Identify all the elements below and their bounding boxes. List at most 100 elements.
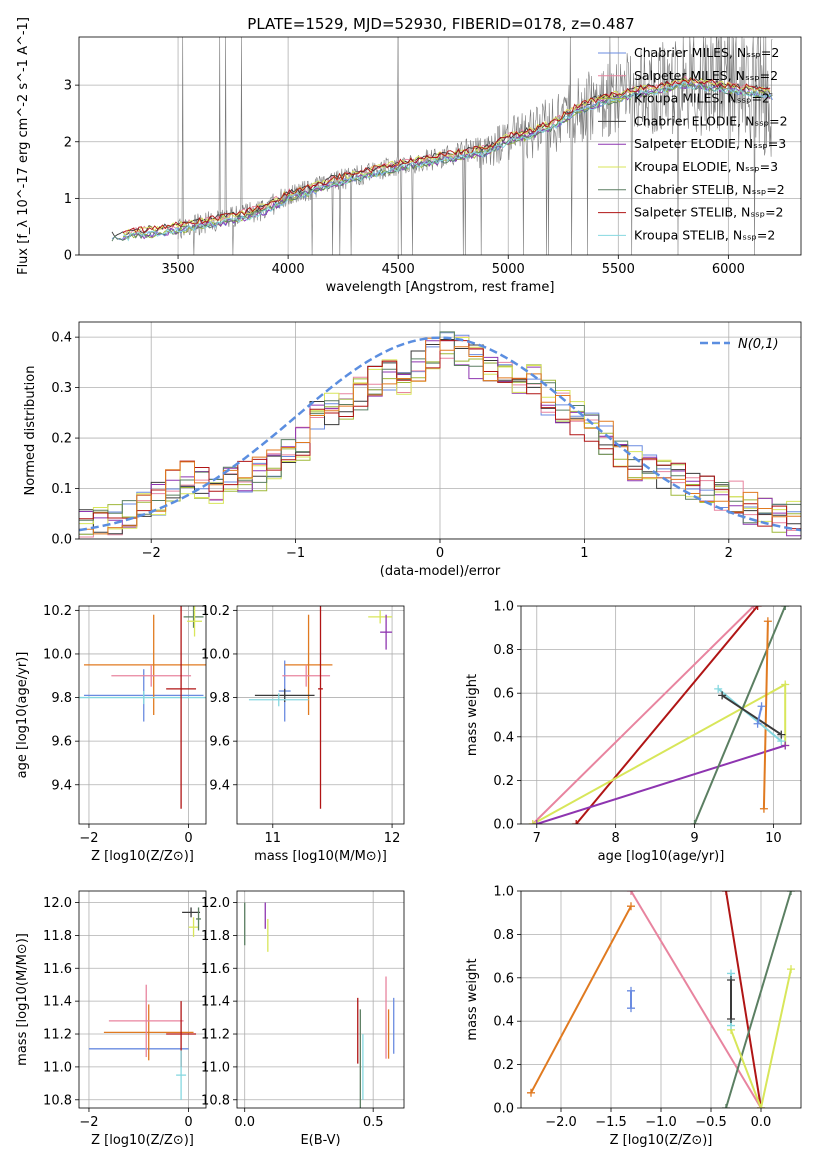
tick-label-x: 5500 [602,262,635,277]
errorbar-point [182,907,201,918]
marker-plus [759,804,768,813]
legend-label: Kroupa STELIB, Nₛₛₚ=2 [634,227,775,242]
tick-label-x: 3500 [162,262,195,277]
tick-label-x: 1 [580,546,588,561]
errorbar-point [79,691,206,705]
x-axis-label: Z [log10(Z/Z⊙)] [610,1133,713,1148]
tick-label-y: 9.4 [209,778,230,793]
legend-label: Salpeter MILES, Nₛₛₚ=2 [634,68,778,83]
weight-line-salpeter_elodie [536,744,786,824]
tick-label-y: 0.4 [51,331,72,346]
axes-frame [236,890,405,1109]
errorbar-point [111,664,192,687]
legend-label: Salpeter ELODIE, Nₛₛₚ=3 [634,136,786,151]
marker-plus [627,902,635,911]
tick-label-y: 0.0 [493,1102,514,1117]
legend-label: Kroupa ELODIE, Nₛₛₚ=3 [634,159,778,174]
tick-label-y: 0.6 [493,687,514,702]
tick-label-y: 0.6 [493,971,514,986]
weight-line-orange_fit [762,621,769,809]
marker-plus [627,1004,635,1013]
marker-plus [787,891,795,895]
panel-mass_vs_ebv: 0.0 0.5 10.8 11.0 11.2 11.4 11.6 11.8 12.0 E(B-V) [201,890,405,1148]
tick-label-x: 0 [436,546,444,561]
legend: Chabrier MILES, Nₛₛₚ=2 Salpeter MILES, Nₛ… [598,45,788,242]
tick-label-y: 10.0 [43,647,72,662]
tick-label-y: 0.3 [51,381,72,396]
tick-label-x: −0.5 [695,1115,727,1130]
panel-weight_vs_Z: −2.0 −1.5 −1.0 −0.5 0.0 0.0 0.2 0.4 0.6 0.8 1.0 Z [… [465,885,802,1148]
marker-plus [777,730,786,739]
y-axis-label: mass [log10(M/M⊙)] [15,933,30,1066]
tick-label-y: 11.0 [43,1060,72,1075]
axes-frame [236,605,405,825]
y-axis-label: Normed distribution [23,366,38,496]
tick-label-y: 0.2 [51,432,72,447]
tick-label-y: 11.4 [43,995,72,1010]
marker-plus [627,986,635,995]
axes-frame [78,605,207,825]
weight-line-salpeter_miles [630,891,762,1108]
tick-label-y: 3 [64,79,72,94]
errorbar-point [196,907,202,931]
plot-area [521,606,801,824]
tick-label-y: 1 [64,192,72,207]
tick-label-y: 10.2 [43,604,72,619]
tick-label-x: −2 [79,831,98,846]
errorbar-point [83,614,206,715]
legend-label: Kroupa MILES, Nₛₛₚ=2 [634,91,770,106]
tick-label-x: 7 [533,831,541,846]
model-spectrum-salpeter_elodie [122,81,771,241]
plot-area [79,37,801,255]
marker-plus [527,1088,535,1097]
tick-label-x: 6000 [712,262,745,277]
tick-label-y: 12.0 [201,896,230,911]
tick-label-y: 11.6 [43,962,72,977]
marker-plus [627,891,635,895]
marker-plus [753,719,762,728]
y-axis-label: age [log10(age/yr)] [15,652,30,779]
axes-frame [78,890,207,1109]
marker-plus [690,820,699,824]
tick-label-x: 2 [725,546,733,561]
marker-plus [757,702,766,711]
marker-plus [727,975,735,984]
errorbar-point [183,606,204,628]
y-axis-label: mass weight [465,958,480,1040]
tick-label-y: 0.4 [493,1015,514,1030]
errorbar-point [284,614,333,715]
x-axis-label: Z [log10(Z/Z⊙)] [91,849,194,864]
tick-label-y: 11.2 [43,1028,72,1043]
axes-frame [520,605,802,825]
tick-label-x: 0.5 [363,1115,384,1130]
errorbar-point [318,606,323,809]
tick-label-x: 0 [184,1115,192,1130]
x-axis-label: age [log10(age/yr)] [598,849,725,864]
marker-plus [781,680,790,689]
tick-label-x: −1.5 [595,1115,627,1130]
tick-label-y: 10.8 [201,1093,230,1108]
tick-label-y: 0 [64,249,72,264]
marker-plus [763,617,772,626]
tick-label-x: 4000 [272,262,305,277]
tick-label-y: 9.6 [51,735,72,750]
errorbar-point [380,614,393,650]
plot-area [79,891,206,1108]
tick-label-x: −2 [79,1115,98,1130]
tick-label-y: 10.0 [201,647,230,662]
errorbar-point [248,693,309,707]
marker-plus [722,1104,730,1108]
legend-label: N(0,1) [738,337,779,352]
axes-frame [78,321,802,540]
tick-label-x: −1 [286,546,305,561]
marker-plus [753,606,762,610]
tick-label-y: 11.0 [201,1060,230,1075]
tick-label-y: 0.0 [493,818,514,833]
errorbar-point [187,606,203,637]
weight-line-salpeter_stelib [725,891,762,1108]
axes-frame [520,890,802,1109]
y-axis-label: mass weight [465,674,480,756]
legend-label: Chabrier STELIB, Nₛₛₚ=2 [634,182,785,197]
